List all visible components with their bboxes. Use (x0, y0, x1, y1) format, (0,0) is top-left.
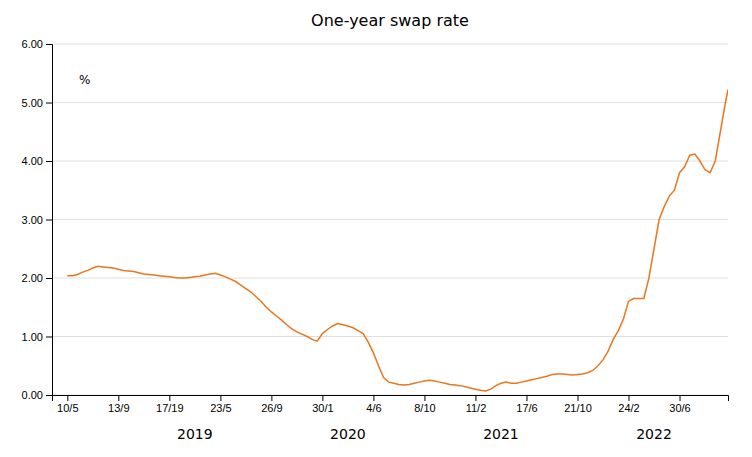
y-tick-mark (46, 337, 52, 338)
x-tick-label: 23/5 (210, 402, 231, 414)
x-tick-mark (118, 395, 119, 401)
y-tick-mark (46, 278, 52, 279)
y-tick: 3.00 (22, 214, 52, 226)
y-axis: 0.00 1.00 2.00 3.00 4.00 5.00 6.00 (22, 38, 53, 401)
x-tick-mark (373, 395, 374, 401)
y-unit-label: % (79, 73, 90, 87)
grid-line (52, 44, 728, 45)
year-label: 2019 (177, 426, 213, 442)
y-tick: 0.00 (22, 389, 52, 401)
grid-line (52, 219, 728, 220)
grid-line (52, 336, 728, 337)
x-tick-label: 26/9 (261, 402, 282, 414)
x-tick: 11/2 (466, 395, 487, 414)
y-tick-label: 6.00 (22, 38, 43, 50)
x-tick-label: 17/6 (516, 402, 537, 414)
chart-title: One-year swap rate (311, 11, 469, 30)
x-tick-label: 13/9 (108, 402, 129, 414)
x-tick-mark (577, 395, 578, 401)
year-label: 2020 (330, 426, 366, 442)
x-tick-mark (169, 395, 170, 401)
x-axis: 10/5 13/9 17/19 23/5 26/9 30/1 4/6 8/10 11/2 17/6… (53, 395, 729, 414)
x-tick-mark (526, 395, 527, 401)
grid-line (52, 161, 728, 162)
x-tick: 17/19 (156, 395, 184, 414)
x-tick-label: 24/2 (618, 402, 639, 414)
y-tick: 6.00 (22, 38, 52, 50)
grid-line (52, 102, 728, 103)
x-tick-label: 30/6 (669, 402, 690, 414)
grid-line (52, 278, 728, 279)
x-tick-mark (322, 395, 323, 401)
y-tick-label: 2.00 (22, 272, 43, 284)
x-tick: 30/6 (669, 395, 690, 414)
x-tick: 26/9 (261, 395, 282, 414)
x-tick: 10/5 (57, 395, 78, 414)
x-tick: 30/1 (312, 395, 333, 414)
marks (67, 90, 728, 391)
x-axis-line (53, 396, 729, 402)
x-tick-label: 11/2 (466, 402, 487, 414)
x-tick-mark (220, 395, 221, 401)
x-tick-mark (680, 395, 681, 401)
y-tick-mark (46, 395, 52, 396)
x-tick-label: 8/10 (414, 402, 435, 414)
y-tick: 5.00 (22, 97, 52, 109)
x-tick: 24/2 (618, 395, 639, 414)
x-tick-label: 21/10 (564, 402, 592, 414)
y-tick: 2.00 (22, 272, 52, 284)
grid (52, 44, 728, 395)
y-tick-label: 0.00 (22, 389, 43, 401)
y-tick: 1.00 (22, 331, 52, 343)
x-tick-mark (424, 395, 425, 401)
y-tick-mark (46, 44, 52, 45)
x-tick: 17/6 (516, 395, 537, 414)
y-tick: 4.00 (22, 155, 52, 167)
x-tick-mark (67, 395, 68, 401)
x-tick-label: 4/6 (366, 402, 381, 414)
x-tick-label: 10/5 (57, 402, 78, 414)
year-labels: 2019 2020 2021 2022 (177, 426, 672, 442)
x-tick-mark (475, 395, 476, 401)
chart-svg: 10/5 13/9 17/19 23/5 26/9 30/1 4/6 8/10 11/2 17/6… (0, 0, 752, 457)
x-tick: 4/6 (366, 395, 381, 414)
line (67, 90, 728, 391)
y-tick-mark (46, 103, 52, 104)
y-tick-label: 4.00 (22, 155, 43, 167)
plot-area: 10/5 13/9 17/19 23/5 26/9 30/1 4/6 8/10 11/2 17/6… (22, 38, 729, 442)
y-tick-label: 1.00 (22, 331, 43, 343)
y-tick-mark (46, 161, 52, 162)
x-tick-label: 30/1 (312, 402, 333, 414)
year-label: 2021 (483, 426, 519, 442)
x-tick-mark (629, 395, 630, 401)
x-tick-label: 17/19 (156, 402, 184, 414)
y-tick-label: 5.00 (22, 97, 43, 109)
chart-container: 10/5 13/9 17/19 23/5 26/9 30/1 4/6 8/10 11/2 17/6… (0, 0, 752, 457)
x-tick: 23/5 (210, 395, 231, 414)
y-tick-label: 3.00 (22, 214, 43, 226)
x-tick: 21/10 (564, 395, 592, 414)
x-tick-mark (271, 395, 272, 401)
year-label: 2022 (636, 426, 672, 442)
y-axis-line (46, 45, 53, 396)
y-tick-mark (46, 220, 52, 221)
x-tick: 13/9 (108, 395, 129, 414)
x-tick: 8/10 (414, 395, 435, 414)
